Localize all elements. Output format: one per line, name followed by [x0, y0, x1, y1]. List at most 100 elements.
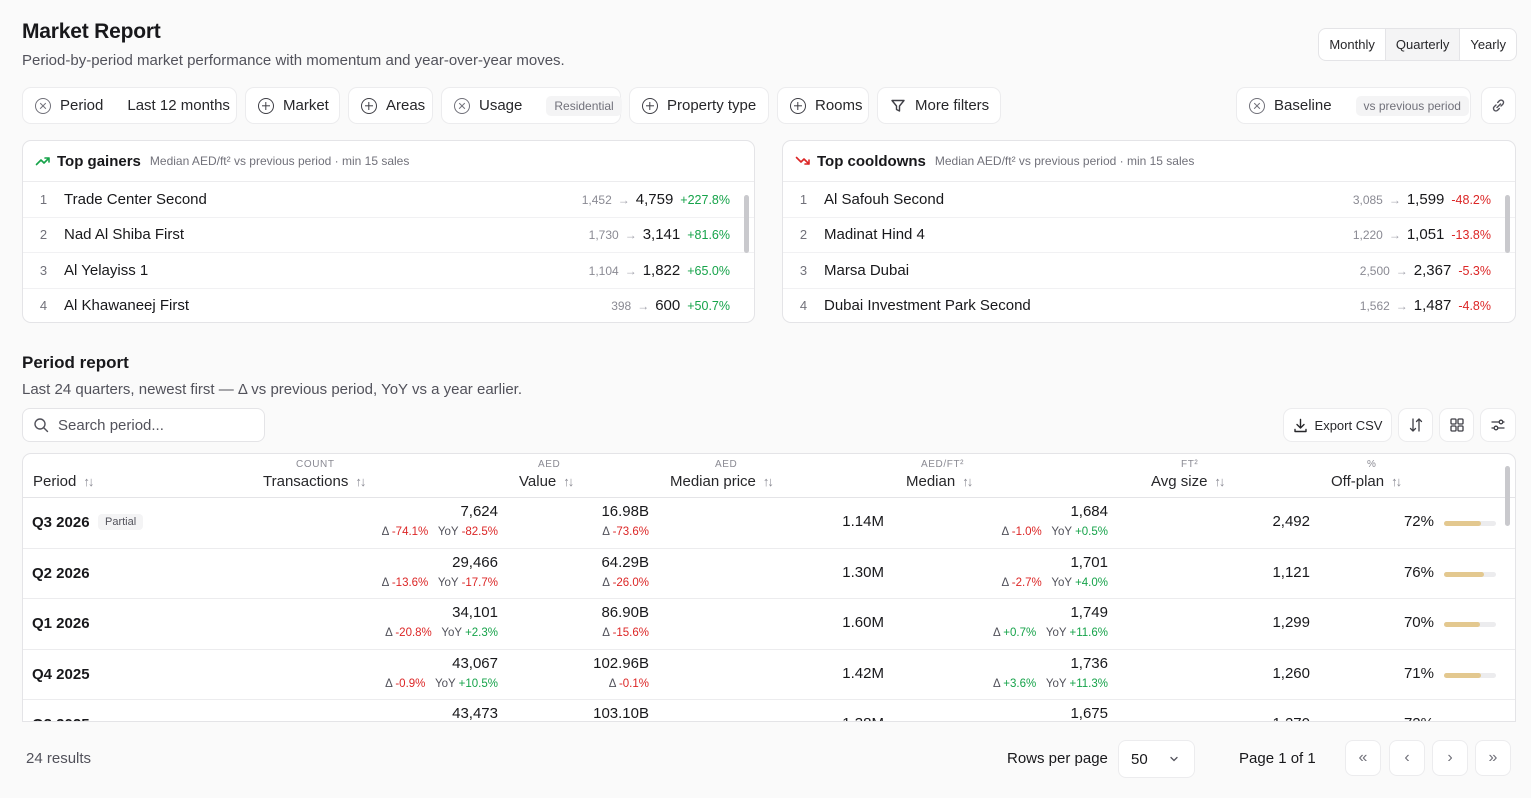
scrollbar[interactable]: [1505, 185, 1510, 320]
current-value: 1,051: [1406, 226, 1445, 244]
list-item[interactable]: 4 Al Khawaneej First 398 → 600 +50.7%: [23, 289, 754, 323]
column-label: Transactions: [263, 473, 349, 490]
export-csv-button[interactable]: Export CSV: [1283, 408, 1392, 442]
more-filters-button[interactable]: More filters: [877, 87, 1001, 124]
rank: 3: [39, 262, 48, 278]
arrow-right-icon: →: [1395, 263, 1408, 278]
values: 1,220 → 1,051 -13.8%: [1353, 226, 1491, 243]
property-type-filter-chip[interactable]: Property type: [629, 87, 769, 124]
first-page-button[interactable]: «: [1345, 740, 1381, 776]
rank: 3: [799, 262, 808, 278]
partial-badge: Partial: [98, 514, 144, 530]
period-report-table: Period ↑↓ COUNT Transactions ↑↓ AED Value ↑…: [22, 453, 1516, 722]
delta-line: Δ -26.0%: [602, 577, 649, 589]
area-name: Trade Center Second: [64, 190, 207, 208]
list-item[interactable]: 4 Dubai Investment Park Second 1,562 → 1,487…: [783, 289, 1515, 323]
table-row[interactable]: Q1 2026 34,101 Δ -20.8% YoY +2.3% 86.90B Δ -…: [23, 599, 1515, 650]
off-plan-cell: 70%: [1403, 614, 1434, 631]
delta-symbol: Δ: [993, 627, 1001, 639]
market-filter-chip[interactable]: Market: [245, 87, 340, 124]
grid-view-button[interactable]: [1439, 408, 1474, 442]
list-item[interactable]: 3 Al Yelayiss 1 1,104 → 1,822 +65.0%: [23, 253, 754, 289]
column-header-off-plan[interactable]: % Off-plan ↑↓: [1331, 454, 1421, 498]
rows-per-page-select[interactable]: 50: [1118, 740, 1195, 778]
delta-value: -2.7%: [1011, 576, 1042, 589]
baseline-chip[interactable]: Baseline vs previous period: [1236, 87, 1471, 124]
list-item[interactable]: 2 Nad Al Shiba First 1,730 → 3,141 +81.6%: [23, 218, 754, 253]
yoy-value: -82.5%: [461, 526, 498, 538]
period-filter-chip[interactable]: Period Last 12 months: [22, 87, 237, 124]
column-settings-button[interactable]: [1480, 408, 1516, 442]
trending-up-icon: [35, 157, 50, 166]
scrollbar[interactable]: [744, 185, 749, 320]
off-plan-bar: [1444, 622, 1496, 627]
transactions-cell: 34,101: [452, 604, 498, 621]
link-icon: [1492, 99, 1505, 112]
column-label: Median price: [670, 473, 756, 490]
granularity-yearly[interactable]: Yearly: [1470, 37, 1506, 52]
areas-filter-chip[interactable]: Areas: [348, 87, 433, 124]
yoy-value: +0.5%: [1075, 526, 1108, 538]
page-subtitle: Period-by-period market performance with…: [22, 52, 565, 69]
previous-page-button[interactable]: ‹: [1389, 740, 1425, 776]
period-filter-value: Last 12 months: [127, 97, 230, 114]
table-row[interactable]: Q2 2026 29,466 Δ -13.6% YoY -17.7% 64.29B Δ …: [23, 549, 1515, 599]
search-input[interactable]: [58, 416, 248, 434]
delta-line: Δ -13.6% YoY -17.7%: [382, 577, 498, 589]
market-filter-label: Market: [283, 97, 329, 114]
area-name: Madinat Hind 4: [824, 226, 925, 244]
arrow-right-icon: →: [1395, 299, 1408, 314]
copy-link-button[interactable]: [1481, 87, 1516, 124]
table-row[interactable]: Q3 2026 Partial 7,624 Δ -74.1% YoY -82.5% 16…: [23, 498, 1515, 549]
delta-line: Δ +3.6% YoY +11.3%: [993, 678, 1108, 690]
median-aed-ft2-cell: 1,675: [1070, 705, 1108, 722]
arrow-right-icon: →: [624, 228, 637, 243]
panel-header: Top gainers Median AED/ft² vs previous p…: [23, 141, 754, 182]
clear-icon[interactable]: [1249, 97, 1265, 114]
delta-symbol: Δ: [993, 677, 1001, 690]
change-percent: +81.6%: [687, 228, 730, 243]
list-item[interactable]: 1 Al Safouh Second 3,085 → 1,599 -48.2%: [783, 182, 1515, 218]
clear-icon[interactable]: [35, 97, 51, 114]
column-header-avg-size[interactable]: FT² Avg size ↑↓: [1151, 454, 1241, 498]
column-label: Off-plan: [1331, 473, 1385, 490]
column-header-value[interactable]: AED Value ↑↓: [519, 454, 589, 498]
arrow-right-icon: →: [1388, 192, 1401, 207]
scrollbar[interactable]: [1505, 458, 1510, 713]
values: 398 → 600 +50.7%: [611, 297, 730, 314]
column-header-transactions[interactable]: COUNT Transactions ↑↓: [263, 454, 373, 498]
previous-value: 2,500: [1359, 263, 1390, 278]
next-page-button[interactable]: ›: [1432, 740, 1468, 776]
more-filters-label: More filters: [915, 97, 990, 114]
rooms-filter-chip[interactable]: Rooms: [777, 87, 869, 124]
last-page-button[interactable]: »: [1475, 740, 1511, 776]
median-aed-ft2-cell: 1,749: [1070, 604, 1108, 621]
usage-filter-chip[interactable]: Usage Residential: [441, 87, 622, 124]
column-header-median-aed-ft2[interactable]: AED/FT² Median ↑↓: [906, 454, 996, 498]
sort-order-button[interactable]: [1398, 408, 1433, 442]
avg-size-cell: 2,492: [1272, 513, 1310, 530]
delta-value: -0.9%: [395, 677, 426, 690]
granularity-quarterly[interactable]: Quarterly: [1384, 29, 1461, 60]
value-cell: 86.90B: [601, 604, 649, 621]
current-value: 2,367: [1413, 261, 1452, 279]
arrow-right-icon: →: [617, 192, 630, 207]
list-item[interactable]: 1 Trade Center Second 1,452 → 4,759 +227.8%: [23, 182, 754, 218]
granularity-monthly[interactable]: Monthly: [1329, 37, 1375, 52]
area-name: Al Khawaneej First: [64, 297, 190, 315]
clear-icon[interactable]: [454, 97, 470, 114]
yoy-label: YoY: [1051, 576, 1072, 589]
table-row[interactable]: Q3 2025 43,473 103.10B 1.38M 1,675 1,270 72%: [23, 700, 1515, 722]
section-title: Period report: [22, 353, 129, 372]
page-indicator: Page 1 of 1: [1239, 750, 1316, 767]
change-percent: -48.2%: [1451, 192, 1491, 207]
list-item[interactable]: 3 Marsa Dubai 2,500 → 2,367 -5.3%: [783, 253, 1515, 289]
off-plan-bar-fill: [1444, 521, 1482, 526]
previous-value: 3,085: [1352, 192, 1383, 207]
list-item[interactable]: 2 Madinat Hind 4 1,220 → 1,051 -13.8%: [783, 218, 1515, 253]
yoy-label: YoY: [437, 526, 459, 538]
rows-per-page-value: 50: [1131, 750, 1148, 768]
delta-value: -13.6%: [391, 576, 429, 589]
column-header-median-price[interactable]: AED Median price ↑↓: [670, 454, 790, 498]
table-row[interactable]: Q4 2025 43,067 Δ -0.9% YoY +10.5% 102.96B Δ …: [23, 650, 1515, 700]
